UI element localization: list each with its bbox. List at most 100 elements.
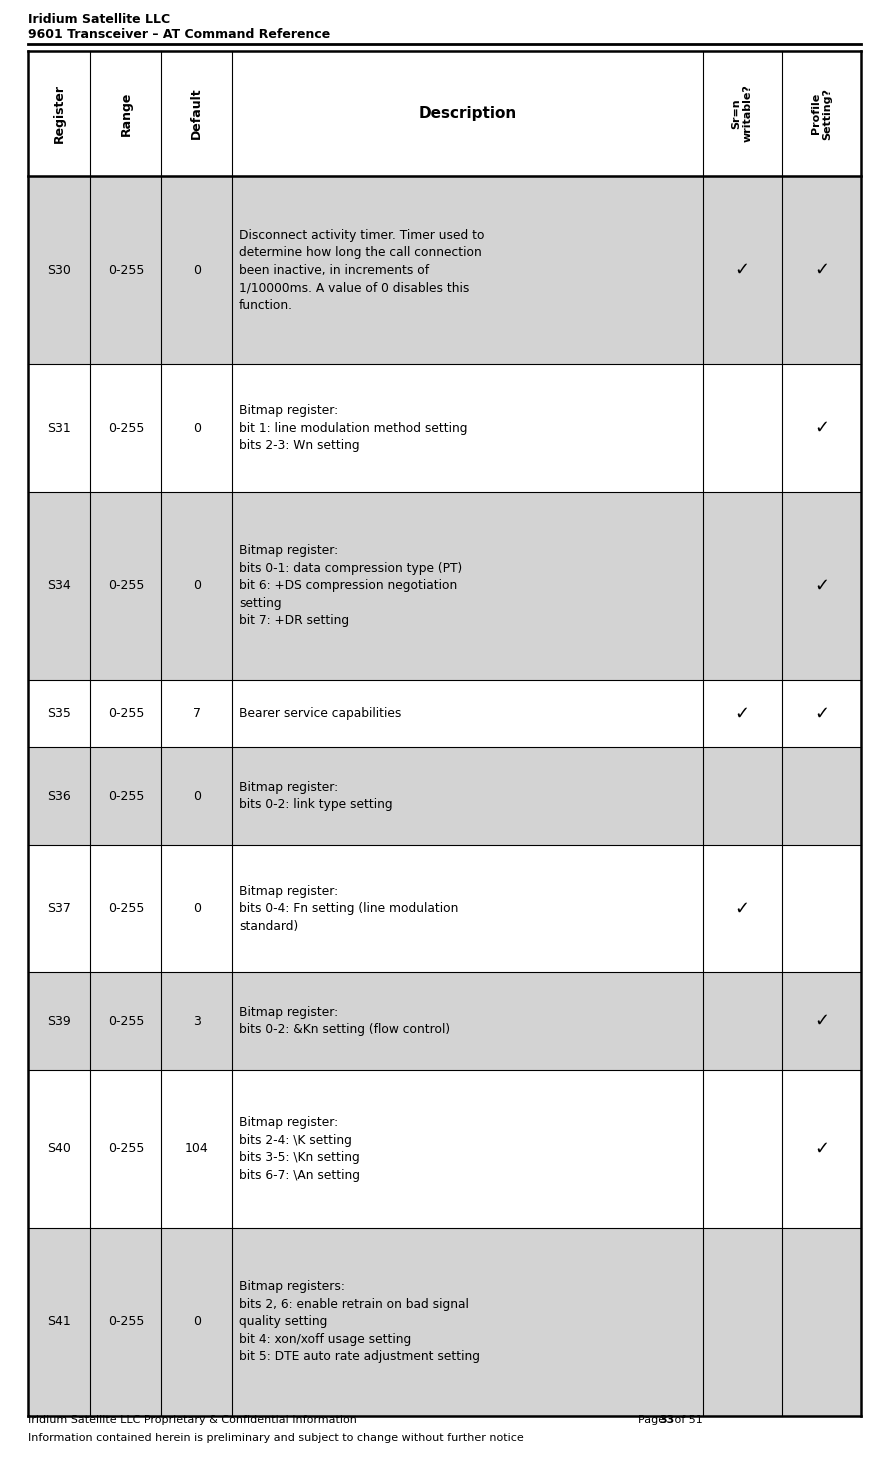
Bar bbox=[702, 680, 781, 748]
Bar bbox=[28, 1069, 91, 1228]
Text: S39: S39 bbox=[47, 1014, 71, 1028]
Text: 0: 0 bbox=[193, 789, 201, 803]
Text: Bearer service capabilities: Bearer service capabilities bbox=[239, 706, 402, 720]
Bar bbox=[781, 973, 861, 1069]
Text: ✓: ✓ bbox=[813, 578, 829, 595]
Text: 7: 7 bbox=[193, 706, 201, 720]
Text: ✓: ✓ bbox=[813, 705, 829, 723]
Text: Disconnect activity timer. Timer used to
determine how long the call connection
: Disconnect activity timer. Timer used to… bbox=[239, 228, 485, 311]
Bar bbox=[161, 844, 232, 973]
Text: Bitmap register:
bits 0-4: Fn setting (line modulation
standard): Bitmap register: bits 0-4: Fn setting (l… bbox=[239, 884, 459, 933]
Bar bbox=[161, 364, 232, 492]
Bar bbox=[161, 748, 232, 844]
Bar bbox=[28, 492, 91, 680]
Bar bbox=[161, 1069, 232, 1228]
Bar bbox=[28, 176, 91, 364]
Bar bbox=[161, 680, 232, 748]
Bar bbox=[232, 1228, 702, 1416]
Bar bbox=[28, 844, 91, 973]
Text: Page: Page bbox=[638, 1414, 669, 1425]
Bar bbox=[702, 844, 781, 973]
Bar bbox=[91, 748, 161, 844]
Bar bbox=[232, 176, 702, 364]
Bar bbox=[781, 176, 861, 364]
Text: Register: Register bbox=[52, 84, 66, 144]
Text: 0-255: 0-255 bbox=[108, 902, 144, 915]
Bar bbox=[28, 364, 91, 492]
Text: ✓: ✓ bbox=[813, 419, 829, 437]
Text: Bitmap register:
bits 0-1: data compression type (PT)
bit 6: +DS compression neg: Bitmap register: bits 0-1: data compress… bbox=[239, 545, 462, 628]
Bar bbox=[232, 973, 702, 1069]
Text: S35: S35 bbox=[47, 706, 71, 720]
Text: Information contained herein is preliminary and subject to change without furthe: Information contained herein is prelimin… bbox=[28, 1434, 524, 1442]
Bar bbox=[232, 748, 702, 844]
Bar bbox=[232, 844, 702, 973]
Text: 0: 0 bbox=[193, 902, 201, 915]
Text: Profile
Setting?: Profile Setting? bbox=[811, 87, 832, 139]
Text: 33: 33 bbox=[659, 1414, 674, 1425]
Text: Iridium Satellite LLC Proprietary & Confidential Information: Iridium Satellite LLC Proprietary & Conf… bbox=[28, 1414, 356, 1425]
Bar bbox=[702, 748, 781, 844]
Text: S37: S37 bbox=[47, 902, 71, 915]
Text: Bitmap register:
bits 2-4: \K setting
bits 3-5: \Kn setting
bits 6-7: \An settin: Bitmap register: bits 2-4: \K setting bi… bbox=[239, 1117, 360, 1182]
Bar bbox=[91, 1228, 161, 1416]
Bar bbox=[28, 680, 91, 748]
Text: ✓: ✓ bbox=[734, 261, 749, 278]
Bar bbox=[702, 176, 781, 364]
Bar bbox=[702, 973, 781, 1069]
Bar bbox=[91, 680, 161, 748]
Bar bbox=[91, 364, 161, 492]
Text: 9601 Transceiver – AT Command Reference: 9601 Transceiver – AT Command Reference bbox=[28, 28, 330, 41]
Text: 0: 0 bbox=[193, 579, 201, 592]
Bar bbox=[28, 1228, 91, 1416]
Bar bbox=[781, 364, 861, 492]
Text: 0-255: 0-255 bbox=[108, 1142, 144, 1155]
Text: 0-255: 0-255 bbox=[108, 422, 144, 434]
Text: S30: S30 bbox=[47, 264, 71, 277]
Bar bbox=[702, 492, 781, 680]
Text: 0: 0 bbox=[193, 1315, 201, 1328]
Text: 0-255: 0-255 bbox=[108, 264, 144, 277]
Text: ✓: ✓ bbox=[734, 899, 749, 918]
Bar bbox=[161, 973, 232, 1069]
Bar bbox=[781, 1228, 861, 1416]
Bar bbox=[702, 1228, 781, 1416]
Text: ✓: ✓ bbox=[734, 705, 749, 723]
Text: 104: 104 bbox=[185, 1142, 209, 1155]
Bar bbox=[91, 844, 161, 973]
Text: of 51: of 51 bbox=[671, 1414, 702, 1425]
Text: Bitmap registers:
bits 2, 6: enable retrain on bad signal
quality setting
bit 4:: Bitmap registers: bits 2, 6: enable retr… bbox=[239, 1281, 480, 1364]
Bar bbox=[91, 1069, 161, 1228]
Text: S36: S36 bbox=[47, 789, 71, 803]
Text: Bitmap register:
bit 1: line modulation method setting
bits 2-3: Wn setting: Bitmap register: bit 1: line modulation … bbox=[239, 404, 468, 452]
Text: 0-255: 0-255 bbox=[108, 1315, 144, 1328]
Bar bbox=[781, 680, 861, 748]
Text: 3: 3 bbox=[193, 1014, 201, 1028]
Text: Sr=n
writable?: Sr=n writable? bbox=[732, 84, 753, 142]
Text: Iridium Satellite LLC: Iridium Satellite LLC bbox=[28, 13, 170, 27]
Bar bbox=[232, 50, 702, 176]
Bar bbox=[781, 844, 861, 973]
Bar bbox=[161, 1228, 232, 1416]
Bar bbox=[232, 1069, 702, 1228]
Bar bbox=[91, 492, 161, 680]
Text: Default: Default bbox=[190, 87, 204, 139]
Bar bbox=[161, 176, 232, 364]
Text: 0: 0 bbox=[193, 422, 201, 434]
Text: ✓: ✓ bbox=[813, 1012, 829, 1031]
Text: S40: S40 bbox=[47, 1142, 71, 1155]
Bar bbox=[91, 50, 161, 176]
Bar bbox=[91, 973, 161, 1069]
Bar bbox=[781, 748, 861, 844]
Bar bbox=[28, 748, 91, 844]
Text: 0-255: 0-255 bbox=[108, 579, 144, 592]
Text: Range: Range bbox=[119, 92, 132, 136]
Bar bbox=[28, 50, 91, 176]
Bar bbox=[28, 973, 91, 1069]
Text: S31: S31 bbox=[47, 422, 71, 434]
Bar bbox=[161, 492, 232, 680]
Bar bbox=[781, 50, 861, 176]
Bar bbox=[232, 364, 702, 492]
Bar bbox=[232, 680, 702, 748]
Bar bbox=[232, 492, 702, 680]
